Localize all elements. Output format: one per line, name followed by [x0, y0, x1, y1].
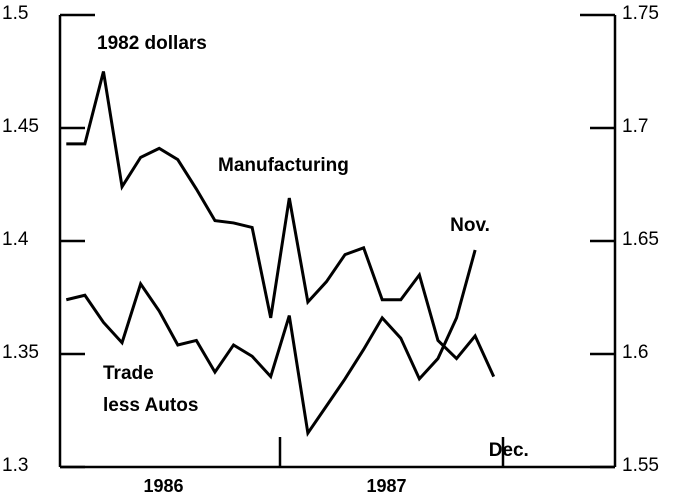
y2-tick-label: 1.6 — [622, 342, 649, 363]
y-tick-label: 1.3 — [2, 455, 29, 476]
y2-tick-label: 1.75 — [622, 3, 659, 24]
y2-tick-label: 1.7 — [622, 116, 649, 137]
series-line — [65, 249, 477, 438]
y-tick-label: 1.5 — [2, 3, 29, 24]
series-label: Trade less Autos — [103, 363, 199, 416]
y2-tick-label: 1.55 — [622, 455, 659, 476]
y-tick-label: 1.35 — [2, 342, 39, 363]
series-label: Manufacturing — [218, 155, 349, 176]
end-label: Nov. — [450, 215, 490, 237]
x-group-label: 1986 — [143, 476, 184, 496]
end-label: Dec. — [488, 439, 529, 461]
x-group-label: 1987 — [366, 476, 407, 496]
y2-tick-label: 1.65 — [622, 229, 659, 250]
annotation: 1982 dollars — [97, 33, 207, 54]
y-tick-label: 1.4 — [2, 229, 29, 250]
series-line — [66, 71, 496, 378]
y-tick-label: 1.45 — [2, 116, 39, 137]
